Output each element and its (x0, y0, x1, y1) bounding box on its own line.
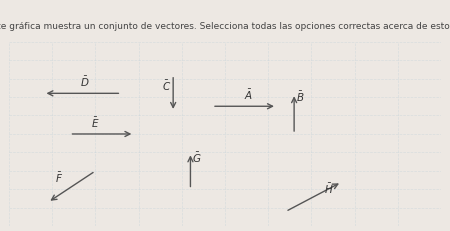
Text: $\bar{C}$: $\bar{C}$ (162, 79, 171, 93)
Text: $\bar{F}$: $\bar{F}$ (54, 171, 63, 185)
Text: La siguiente gráfica muestra un conjunto de vectores. Selecciona todas las opcio: La siguiente gráfica muestra un conjunto… (0, 22, 450, 31)
Text: $\bar{G}$: $\bar{G}$ (192, 151, 202, 165)
Text: $\bar{E}$: $\bar{E}$ (91, 116, 99, 130)
Text: $\bar{B}$: $\bar{B}$ (297, 90, 305, 104)
Text: $\bar{H}$: $\bar{H}$ (324, 182, 333, 197)
Text: $\bar{A}$: $\bar{A}$ (244, 88, 253, 102)
Text: $\bar{D}$: $\bar{D}$ (80, 75, 90, 89)
